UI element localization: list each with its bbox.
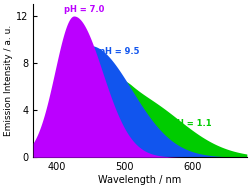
Text: pH = 9.5: pH = 9.5 — [98, 47, 139, 56]
Text: pH = 1.1: pH = 1.1 — [170, 119, 211, 128]
X-axis label: Wavelength / nm: Wavelength / nm — [98, 175, 181, 185]
Text: pH = 7.0: pH = 7.0 — [64, 5, 104, 14]
Y-axis label: Emission Intensity / a. u.: Emission Intensity / a. u. — [4, 25, 13, 136]
